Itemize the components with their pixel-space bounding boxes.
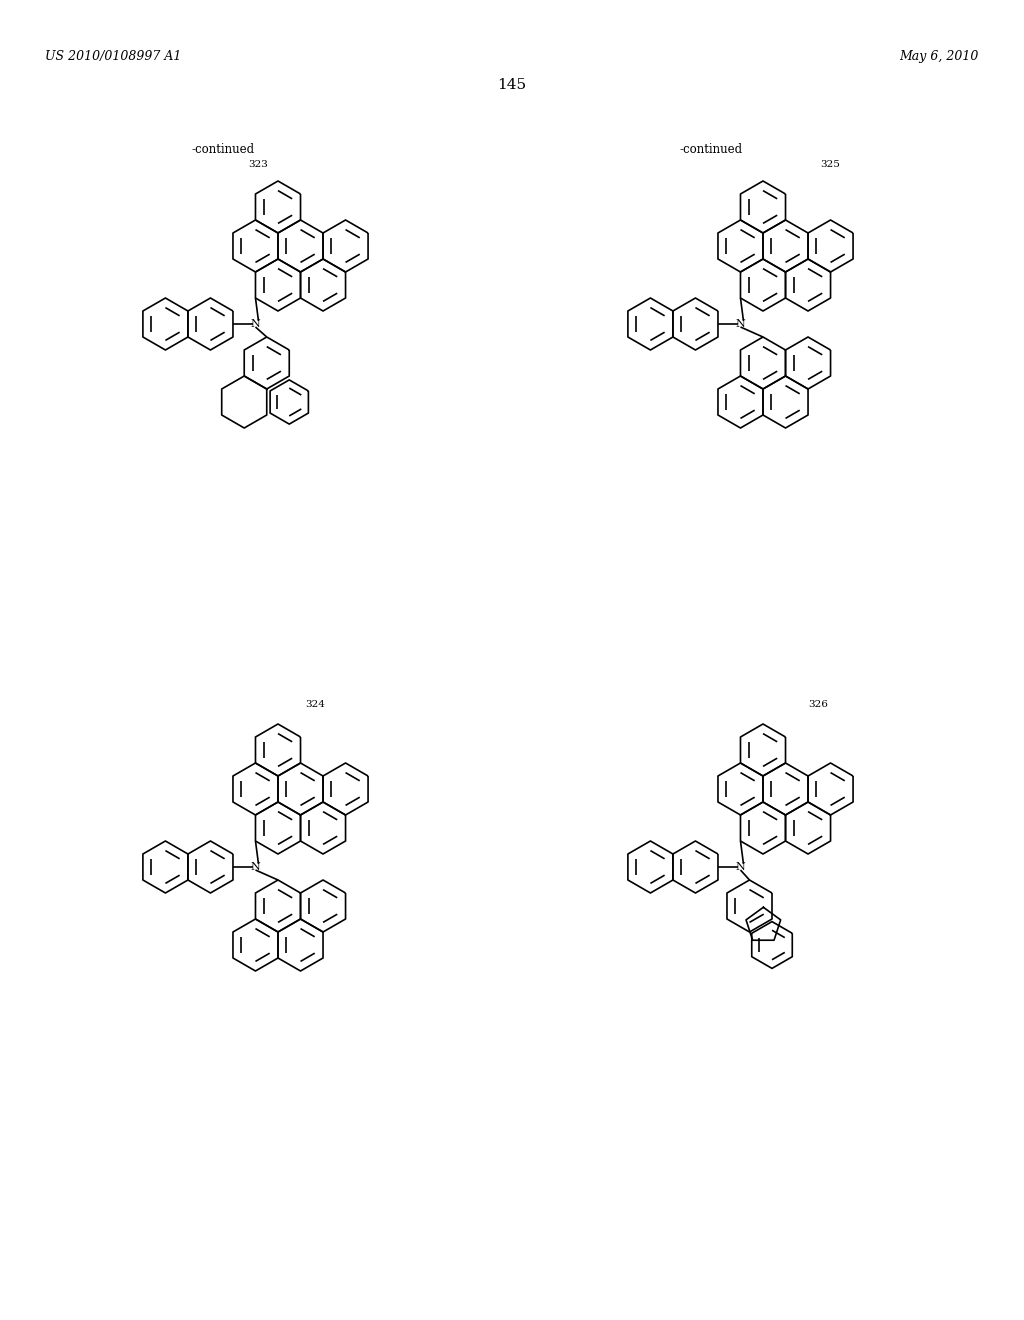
Text: -continued: -continued: [193, 143, 255, 156]
Text: May 6, 2010: May 6, 2010: [900, 50, 979, 63]
Text: -continued: -continued: [680, 143, 743, 156]
Text: N: N: [735, 319, 745, 329]
Text: N: N: [251, 862, 260, 873]
Text: 145: 145: [498, 78, 526, 92]
Text: 325: 325: [820, 160, 840, 169]
Text: US 2010/0108997 A1: US 2010/0108997 A1: [45, 50, 181, 63]
Text: N: N: [735, 862, 745, 873]
Text: 326: 326: [808, 700, 827, 709]
Text: 324: 324: [305, 700, 325, 709]
Text: 323: 323: [248, 160, 268, 169]
Text: N: N: [251, 319, 260, 329]
